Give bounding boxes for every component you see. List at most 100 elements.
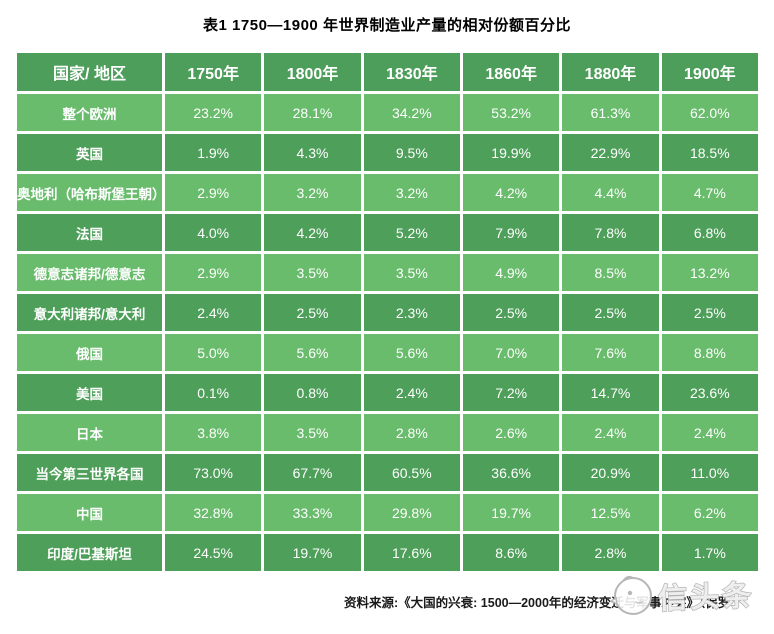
- table-row: 法国 4.0% 4.2% 5.2% 7.9% 7.8% 6.8%: [14, 211, 762, 254]
- row-label: 美国: [14, 371, 165, 414]
- cell-value: 1.9%: [161, 131, 265, 174]
- cell-value: 32.8%: [161, 491, 265, 534]
- cell-value: 6.8%: [658, 211, 762, 254]
- cell-value: 2.4%: [559, 411, 662, 454]
- cell-value: 23.6%: [658, 371, 762, 414]
- cell-value: 19.7%: [261, 531, 364, 574]
- cell-value: 3.2%: [261, 171, 364, 214]
- column-header-year: 1830年: [360, 50, 463, 94]
- row-label: 印度/巴基斯坦: [14, 531, 165, 574]
- table-row: 美国 0.1% 0.8% 2.4% 7.2% 14.7% 23.6%: [14, 371, 762, 414]
- cell-value: 19.7%: [459, 491, 563, 534]
- cell-value: 8.6%: [459, 531, 563, 574]
- cell-value: 7.8%: [559, 211, 662, 254]
- table-row: 中国 32.8% 33.3% 29.8% 19.7% 12.5% 6.2%: [14, 491, 762, 534]
- cell-value: 2.6%: [459, 411, 563, 454]
- cell-value: 4.2%: [459, 171, 563, 214]
- cell-value: 4.0%: [161, 211, 265, 254]
- cell-value: 20.9%: [559, 451, 662, 494]
- cell-value: 67.7%: [261, 451, 364, 494]
- cell-value: 14.7%: [559, 371, 662, 414]
- cell-value: 2.4%: [658, 411, 762, 454]
- cell-value: 2.8%: [559, 531, 662, 574]
- cell-value: 11.0%: [658, 451, 762, 494]
- cell-value: 8.5%: [559, 251, 662, 294]
- row-label: 法国: [14, 211, 165, 254]
- cell-value: 28.1%: [261, 91, 364, 134]
- cell-value: 4.7%: [658, 171, 762, 214]
- cell-value: 7.2%: [459, 371, 563, 414]
- row-label: 奥地利（哈布斯堡王朝）: [14, 171, 165, 214]
- cell-value: 2.4%: [360, 371, 463, 414]
- column-header-year: 1860年: [459, 50, 563, 94]
- cell-value: 6.2%: [658, 491, 762, 534]
- table-row: 意大利诸邦/意大利 2.4% 2.5% 2.3% 2.5% 2.5% 2.5%: [14, 291, 762, 334]
- table-row: 印度/巴基斯坦 24.5% 19.7% 17.6% 8.6% 2.8% 1.7%: [14, 531, 762, 574]
- cell-value: 5.6%: [360, 331, 463, 374]
- column-header-country: 国家/ 地区: [14, 50, 165, 94]
- table-row: 奥地利（哈布斯堡王朝） 2.9% 3.2% 3.2% 4.2% 4.4% 4.7%: [14, 171, 762, 214]
- row-label: 德意志诸邦/德意志: [14, 251, 165, 294]
- cell-value: 7.0%: [459, 331, 563, 374]
- cell-value: 4.2%: [261, 211, 364, 254]
- cell-value: 8.8%: [658, 331, 762, 374]
- page-title: 表1 1750—1900 年世界制造业产量的相对份额百分比: [203, 17, 571, 34]
- row-label: 英国: [14, 131, 165, 174]
- table-header-row: 国家/ 地区 1750年 1800年 1830年 1860年 1880年 1900年: [14, 50, 762, 94]
- cell-value: 36.6%: [459, 451, 563, 494]
- cell-value: 3.5%: [360, 251, 463, 294]
- cell-value: 62.0%: [658, 91, 762, 134]
- cell-value: 34.2%: [360, 91, 463, 134]
- cell-value: 5.2%: [360, 211, 463, 254]
- cell-value: 18.5%: [658, 131, 762, 174]
- cell-value: 7.6%: [559, 331, 662, 374]
- cell-value: 29.8%: [360, 491, 463, 534]
- table-row: 德意志诸邦/德意志 2.9% 3.5% 3.5% 4.9% 8.5% 13.2%: [14, 251, 762, 294]
- cell-value: 4.3%: [261, 131, 364, 174]
- row-label: 俄国: [14, 331, 165, 374]
- cell-value: 3.2%: [360, 171, 463, 214]
- row-label: 整个欧洲: [14, 91, 165, 134]
- cell-value: 0.8%: [261, 371, 364, 414]
- watermark-text: 信头条: [657, 580, 755, 617]
- table-row: 当今第三世界各国 73.0% 67.7% 60.5% 36.6% 20.9% 11.0%: [14, 451, 762, 494]
- cell-value: 5.6%: [261, 331, 364, 374]
- column-header-year: 1880年: [559, 50, 662, 94]
- cell-value: 7.9%: [459, 211, 563, 254]
- cell-value: 3.5%: [261, 411, 364, 454]
- column-header-year: 1800年: [261, 50, 364, 94]
- table-row: 整个欧洲 23.2% 28.1% 34.2% 53.2% 61.3% 62.0%: [14, 91, 762, 134]
- cell-value: 24.5%: [161, 531, 265, 574]
- cell-value: 53.2%: [459, 91, 563, 134]
- cell-value: 4.9%: [459, 251, 563, 294]
- row-label: 当今第三世界各国: [14, 451, 165, 494]
- table-row: 英国 1.9% 4.3% 9.5% 19.9% 22.9% 18.5%: [14, 131, 762, 174]
- column-header-year: 1900年: [658, 50, 762, 94]
- cell-value: 2.5%: [658, 291, 762, 334]
- cell-value: 2.5%: [261, 291, 364, 334]
- cell-value: 3.8%: [161, 411, 265, 454]
- cell-value: 2.9%: [161, 251, 265, 294]
- cartoon-face-logo-icon: [610, 575, 652, 615]
- cell-value: 73.0%: [161, 451, 265, 494]
- cell-value: 4.4%: [559, 171, 662, 214]
- cell-value: 9.5%: [360, 131, 463, 174]
- cell-value: 2.4%: [161, 291, 265, 334]
- cell-value: 1.7%: [658, 531, 762, 574]
- watermark: 信头条: [610, 572, 755, 618]
- manufacturing-share-table: 国家/ 地区 1750年 1800年 1830年 1860年 1880年 1900年 整个欧…: [14, 50, 762, 574]
- row-label: 中国: [14, 491, 165, 534]
- cell-value: 60.5%: [360, 451, 463, 494]
- cell-value: 19.9%: [459, 131, 563, 174]
- cell-value: 22.9%: [559, 131, 662, 174]
- table-row: 日本 3.8% 3.5% 2.8% 2.6% 2.4% 2.4%: [14, 411, 762, 454]
- cell-value: 2.5%: [459, 291, 563, 334]
- cell-value: 2.5%: [559, 291, 662, 334]
- cell-value: 3.5%: [261, 251, 364, 294]
- cell-value: 23.2%: [161, 91, 265, 134]
- cell-value: 33.3%: [261, 491, 364, 534]
- row-label: 意大利诸邦/意大利: [14, 291, 165, 334]
- cell-value: 2.8%: [360, 411, 463, 454]
- cell-value: 2.3%: [360, 291, 463, 334]
- cell-value: 12.5%: [559, 491, 662, 534]
